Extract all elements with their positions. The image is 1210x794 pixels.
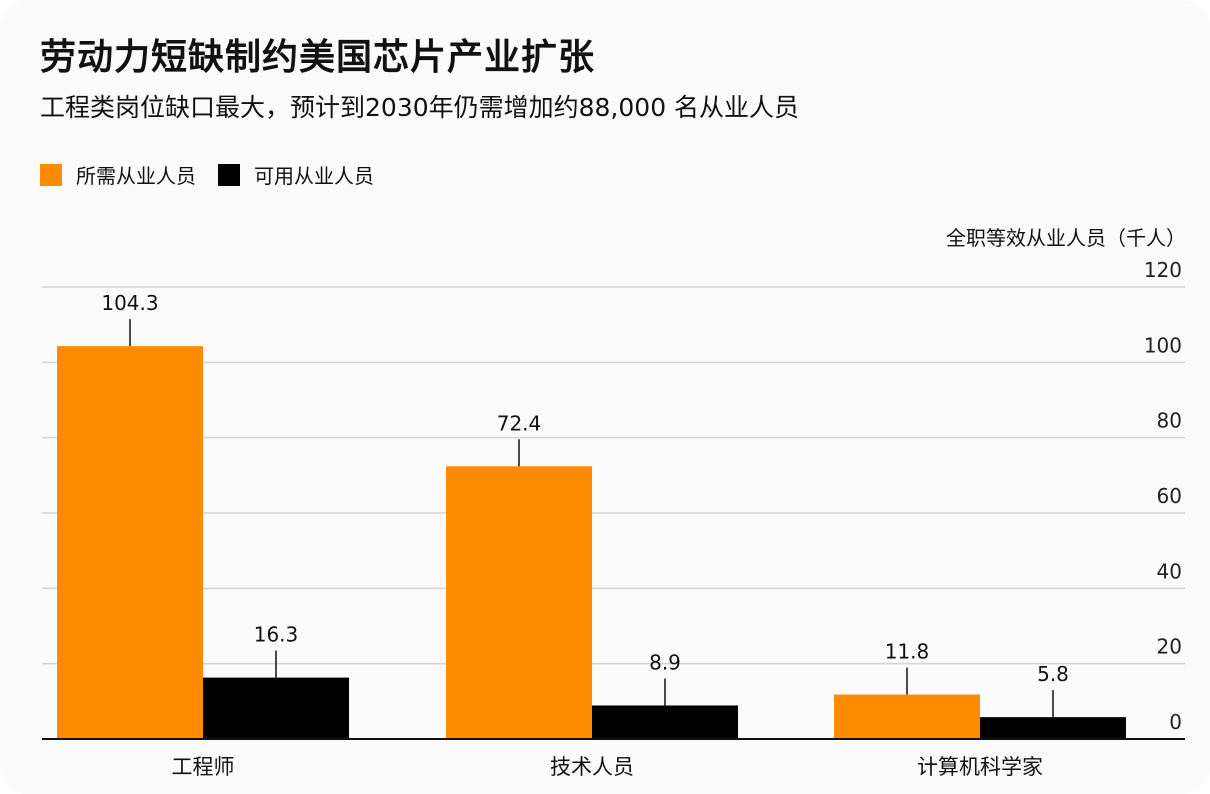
data-label-available-2: 5.8 — [1037, 662, 1069, 686]
data-label-available-1: 8.9 — [649, 650, 681, 674]
legend-swatch-required — [40, 163, 62, 186]
bar-required-0 — [57, 346, 203, 739]
y-tick-label-100: 100 — [1144, 333, 1182, 357]
bar-available-0 — [203, 677, 349, 739]
legend-label-required: 所需从业人员 — [76, 164, 196, 188]
category-label-1: 技术人员 — [550, 755, 634, 779]
y-axis-label: 全职等效从业人员（千人） — [946, 226, 1186, 250]
y-tick-label-20: 20 — [1157, 635, 1182, 659]
category-label-0: 工程师 — [172, 755, 235, 779]
data-label-required-1: 72.4 — [497, 411, 542, 435]
y-tick-label-40: 40 — [1157, 559, 1182, 583]
legend: 所需从业人员 可用从业人员 — [40, 160, 374, 189]
legend-label-available: 可用从业人员 — [254, 164, 374, 188]
legend-swatch-available — [218, 163, 240, 186]
category-label-2: 计算机科学家 — [917, 755, 1043, 779]
bar-required-1 — [446, 466, 592, 739]
y-tick-label-60: 60 — [1157, 484, 1182, 508]
y-tick-label-0: 0 — [1169, 710, 1182, 734]
data-label-required-2: 11.8 — [885, 640, 930, 664]
y-tick-label-80: 80 — [1157, 409, 1182, 433]
data-label-required-0: 104.3 — [101, 291, 158, 315]
y-tick-label-120: 120 — [1144, 258, 1182, 282]
data-label-available-0: 16.3 — [254, 623, 299, 647]
bar-available-2 — [980, 717, 1126, 739]
legend-item-required: 所需从业人员 — [40, 160, 196, 189]
chart-title: 劳动力短缺制约美国芯片产业扩张 — [40, 37, 596, 78]
chart-subtitle: 工程类岗位缺口最大，预计到2030年仍需增加约88,000 名从业人员 — [40, 93, 800, 122]
bar-required-2 — [834, 694, 980, 739]
legend-item-available: 可用从业人员 — [218, 160, 374, 189]
bar-available-1 — [592, 705, 738, 739]
